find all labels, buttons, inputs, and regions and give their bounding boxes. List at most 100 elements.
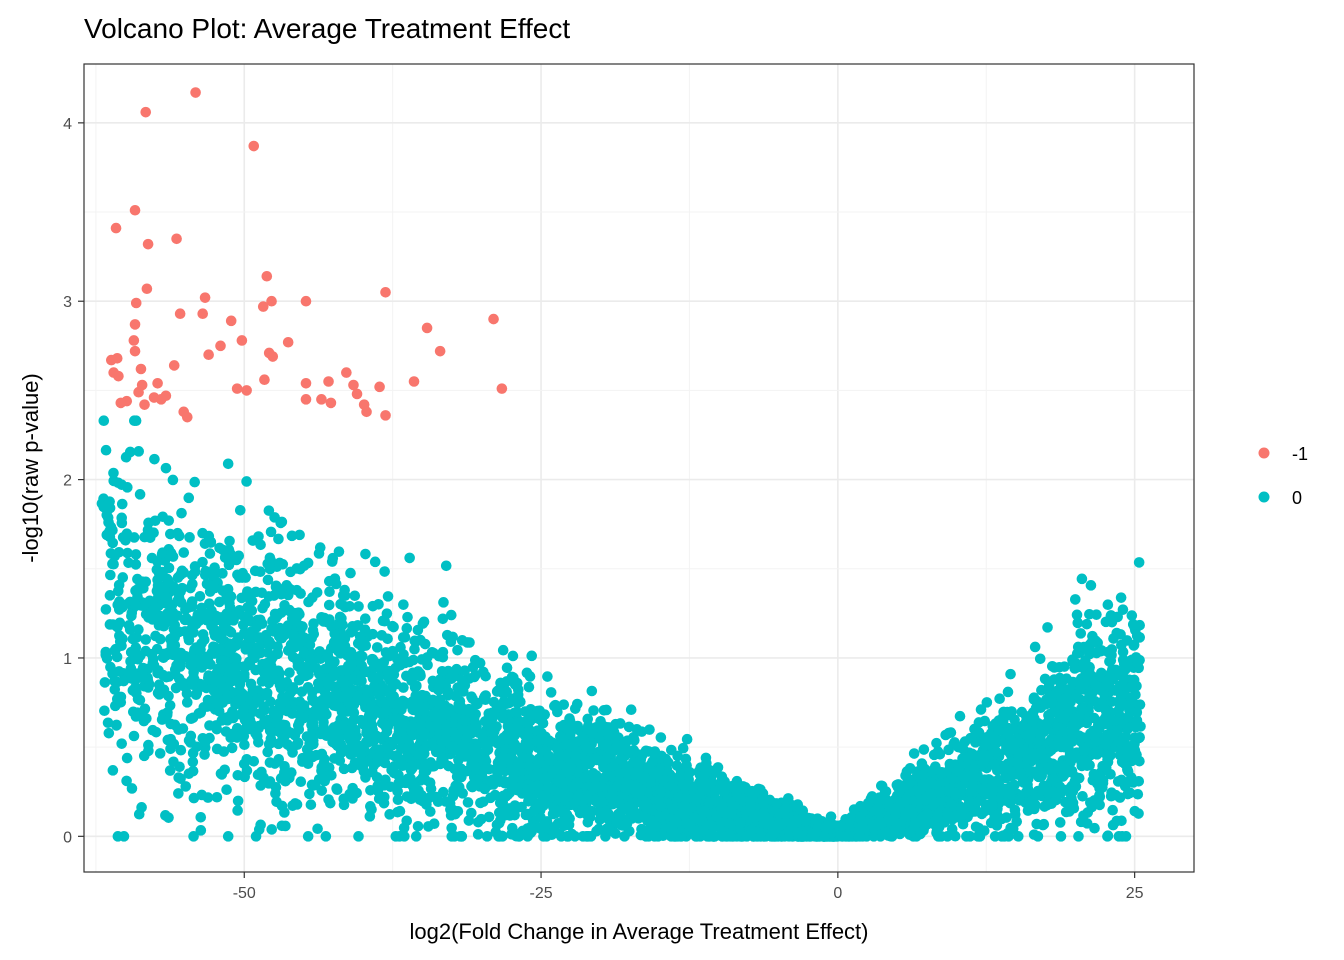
data-point-0 bbox=[185, 713, 197, 725]
data-point-0 bbox=[1041, 799, 1053, 811]
data-point-0 bbox=[943, 744, 954, 756]
data-point-0 bbox=[416, 725, 427, 736]
data-point-0 bbox=[457, 788, 468, 799]
data-point-0 bbox=[160, 462, 172, 474]
data-point-0 bbox=[758, 799, 769, 810]
data-point-0 bbox=[393, 656, 405, 668]
data-point-0 bbox=[199, 569, 211, 581]
data-point-0 bbox=[266, 668, 278, 680]
data-point-0 bbox=[148, 527, 159, 538]
data-point-0 bbox=[436, 665, 448, 677]
data-point-0 bbox=[112, 621, 123, 633]
data-point-0 bbox=[176, 507, 187, 519]
grid-lines bbox=[84, 64, 1194, 872]
data-point-0 bbox=[722, 794, 733, 805]
data-point-0 bbox=[104, 590, 116, 601]
data-point-0 bbox=[114, 630, 125, 642]
data-point-0 bbox=[522, 831, 533, 842]
data-point-0 bbox=[362, 737, 374, 748]
data-point-0 bbox=[723, 817, 735, 829]
data-point-0 bbox=[360, 613, 371, 624]
data-point-0 bbox=[918, 744, 930, 755]
data-point-0 bbox=[275, 632, 286, 644]
data-point-0 bbox=[440, 796, 451, 807]
data-point-0 bbox=[385, 781, 396, 793]
data-point-0 bbox=[1081, 618, 1093, 630]
data-point-0 bbox=[154, 568, 165, 580]
data-point-0 bbox=[366, 804, 377, 815]
data-point-0 bbox=[299, 661, 310, 673]
data-point-0 bbox=[264, 725, 276, 737]
data-point-0 bbox=[564, 740, 576, 752]
data-point-0 bbox=[471, 752, 482, 763]
data-point-0 bbox=[532, 780, 544, 792]
data-point-0 bbox=[189, 566, 201, 578]
data-point-0 bbox=[152, 580, 164, 591]
data-point-0 bbox=[295, 620, 306, 632]
data-point-0 bbox=[307, 692, 318, 704]
data-point-0 bbox=[1073, 831, 1084, 842]
data-point-0 bbox=[344, 600, 355, 612]
data-point-0 bbox=[105, 548, 117, 559]
data-point-0 bbox=[296, 686, 308, 697]
data-point-0 bbox=[105, 569, 116, 581]
data-point-0 bbox=[120, 451, 132, 463]
data-point-0 bbox=[345, 567, 356, 579]
data-point-0 bbox=[1001, 812, 1012, 823]
data-point-0 bbox=[175, 675, 186, 687]
data-point-0 bbox=[326, 556, 338, 567]
data-point-0 bbox=[134, 489, 146, 500]
data-point-0 bbox=[558, 820, 570, 832]
data-point-0 bbox=[700, 752, 712, 764]
data-point-0 bbox=[558, 699, 570, 710]
data-point-0 bbox=[1132, 788, 1144, 800]
data-point-0 bbox=[1004, 798, 1016, 809]
data-point-0 bbox=[433, 684, 444, 695]
data-point-0 bbox=[1122, 764, 1133, 775]
data-point-0 bbox=[186, 601, 198, 612]
data-point-0 bbox=[389, 760, 400, 772]
data-point-0 bbox=[367, 766, 378, 778]
data-point-0 bbox=[114, 596, 125, 607]
data-point-0 bbox=[418, 766, 430, 778]
data-point-0 bbox=[524, 761, 535, 772]
data-point-0 bbox=[158, 652, 169, 663]
data-point-0 bbox=[169, 719, 181, 731]
data-point-0 bbox=[588, 705, 599, 716]
data-point-0 bbox=[655, 785, 667, 796]
data-point-0 bbox=[116, 640, 127, 652]
data-point-0 bbox=[667, 803, 678, 815]
data-point-0 bbox=[696, 776, 707, 787]
data-point-0 bbox=[681, 733, 693, 745]
data-point-0 bbox=[653, 766, 665, 778]
data-point-0 bbox=[710, 785, 722, 797]
data-point-0 bbox=[116, 517, 128, 529]
data-point-0 bbox=[419, 774, 431, 786]
data-point-0 bbox=[472, 829, 484, 840]
data-point-0 bbox=[334, 755, 346, 766]
data-point-0 bbox=[398, 649, 409, 660]
data-point-0 bbox=[346, 661, 357, 672]
data-point-0 bbox=[565, 728, 576, 740]
data-point-0 bbox=[961, 831, 972, 842]
data-point-0 bbox=[112, 831, 124, 842]
data-point-0 bbox=[156, 714, 168, 725]
data-point-0 bbox=[377, 615, 389, 627]
data-point-0 bbox=[231, 732, 243, 743]
data-point-0 bbox=[184, 532, 195, 543]
data-point-0 bbox=[528, 770, 539, 782]
data-point-0 bbox=[564, 713, 575, 724]
data-point-0 bbox=[255, 780, 267, 791]
data-point-0 bbox=[277, 559, 289, 570]
data-point-0 bbox=[329, 733, 340, 745]
data-point-0 bbox=[331, 688, 343, 700]
data-point-0 bbox=[241, 691, 253, 702]
data-point-0 bbox=[284, 667, 295, 678]
data-point-0 bbox=[351, 743, 362, 754]
data-point-0 bbox=[376, 708, 388, 719]
data-point-0 bbox=[677, 742, 689, 754]
data-point-0 bbox=[791, 816, 803, 828]
data-point-0 bbox=[224, 535, 235, 547]
data-point-0 bbox=[392, 794, 404, 806]
data-point-0 bbox=[330, 700, 342, 711]
